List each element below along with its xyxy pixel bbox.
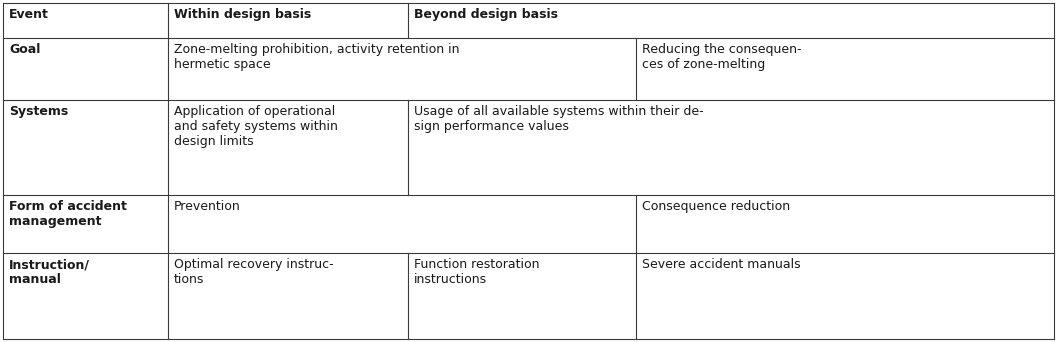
Text: Instruction/
manual: Instruction/ manual [10, 258, 90, 286]
Text: Severe accident manuals: Severe accident manuals [642, 258, 800, 271]
Text: Goal: Goal [10, 43, 40, 56]
Text: Consequence reduction: Consequence reduction [642, 200, 791, 213]
Text: Within design basis: Within design basis [174, 8, 311, 21]
Text: Function restoration
instructions: Function restoration instructions [414, 258, 539, 286]
Text: Usage of all available systems within their de-
sign performance values: Usage of all available systems within th… [414, 105, 704, 133]
Text: Reducing the consequen-
ces of zone-melting: Reducing the consequen- ces of zone-melt… [642, 43, 801, 71]
Text: Prevention: Prevention [174, 200, 241, 213]
Text: Event: Event [10, 8, 49, 21]
Text: Zone-melting prohibition, activity retention in
hermetic space: Zone-melting prohibition, activity reten… [174, 43, 460, 71]
Text: Systems: Systems [10, 105, 69, 118]
Text: Optimal recovery instruc-
tions: Optimal recovery instruc- tions [174, 258, 334, 286]
Text: Form of accident
management: Form of accident management [10, 200, 127, 228]
Text: Beyond design basis: Beyond design basis [414, 8, 558, 21]
Text: Application of operational
and safety systems within
design limits: Application of operational and safety sy… [174, 105, 338, 148]
